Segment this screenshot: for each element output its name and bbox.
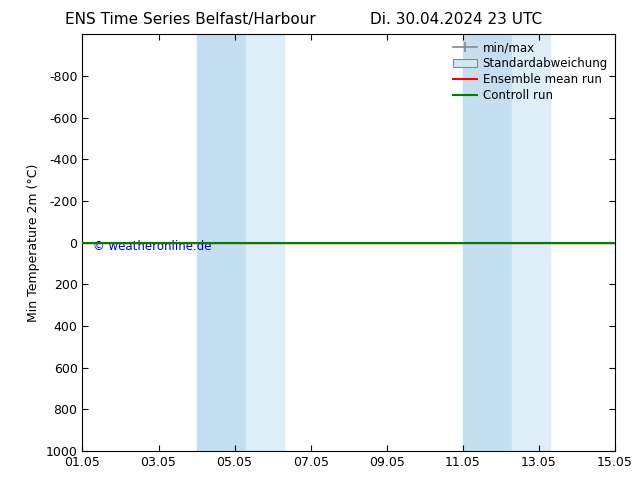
Bar [463,34,512,451]
Y-axis label: Min Temperature 2m (°C): Min Temperature 2m (°C) [27,163,40,322]
Bar [197,34,246,451]
Text: © weatheronline.de: © weatheronline.de [93,241,212,253]
Legend: min/max, Standardabweichung, Ensemble mean run, Controll run: min/max, Standardabweichung, Ensemble me… [448,37,612,107]
Text: ENS Time Series Belfast/Harbour: ENS Time Series Belfast/Harbour [65,12,316,27]
Text: Di. 30.04.2024 23 UTC: Di. 30.04.2024 23 UTC [370,12,543,27]
Bar [512,34,550,451]
Bar [246,34,284,451]
